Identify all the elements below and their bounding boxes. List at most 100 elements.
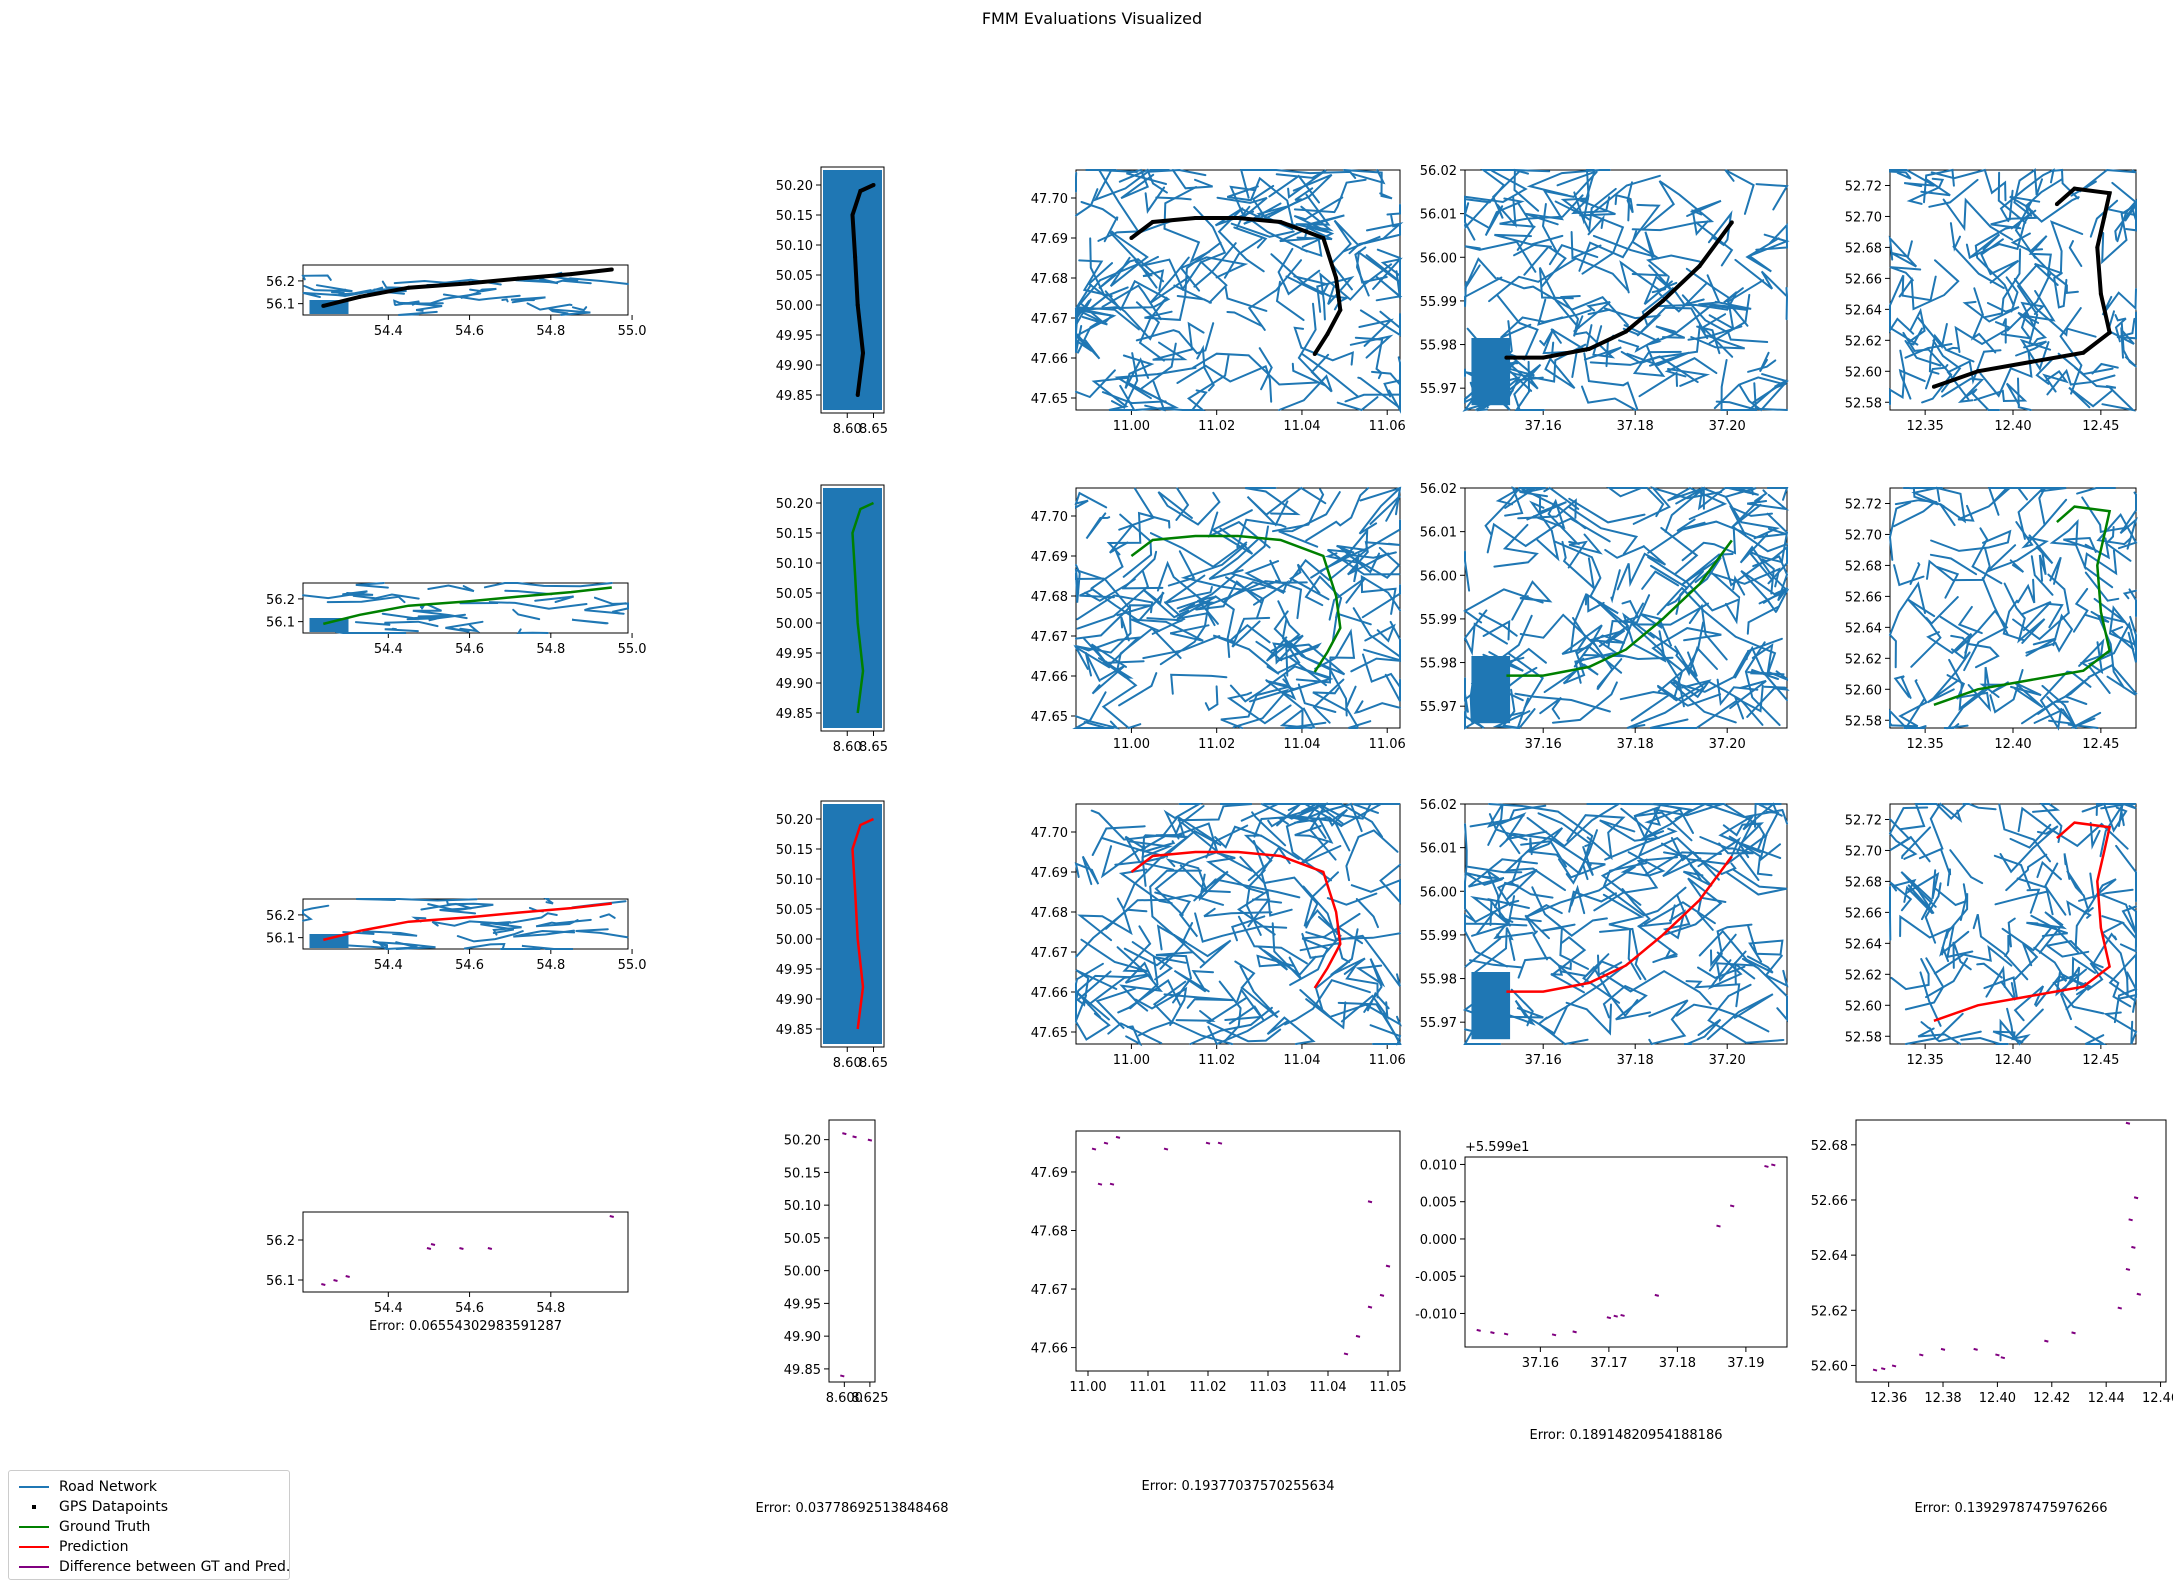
y-tick-label: -0.005: [1415, 1270, 1457, 1285]
road-segment: [1734, 258, 1788, 297]
road-segment: [1299, 841, 1342, 865]
road-segment: [543, 898, 554, 905]
road-segment: [1941, 377, 1985, 404]
road-segment: [427, 584, 475, 593]
road-segment: [1641, 570, 1680, 590]
difference-mark: [2071, 1331, 2076, 1335]
legend-label: Ground Truth: [59, 1519, 151, 1535]
road-segment: [1075, 309, 1114, 323]
road-segment: [1360, 574, 1401, 615]
difference-mark: [333, 1279, 338, 1282]
difference-mark: [1880, 1367, 1886, 1371]
road-segment: [2057, 352, 2114, 376]
road-network-swatch: [19, 1486, 49, 1488]
difference-mark: [1572, 1330, 1577, 1334]
difference-mark: [459, 1247, 464, 1250]
road-segment: [1232, 688, 1290, 729]
road-segment: [1179, 256, 1249, 292]
x-tick-label: 11.05: [1369, 1380, 1406, 1395]
y-tick-label: 55.99: [1420, 295, 1457, 310]
x-tick-label: 8.65: [859, 1056, 888, 1071]
road-segment: [599, 913, 616, 919]
road-segment: [2074, 1025, 2107, 1045]
road-network: [1074, 168, 1404, 414]
road-segment: [1246, 486, 1327, 527]
subplot-r4-c3: 11.00 11.01 11.02 11.03 11.04 11.05 47.66 47.67…: [1031, 1130, 1407, 1494]
axes-frame: [1075, 1130, 1401, 1372]
road-segment: [1157, 491, 1221, 526]
road-segment: [1173, 969, 1214, 993]
road-segment: [2000, 980, 2017, 1001]
road-segment: [1074, 491, 1108, 509]
difference-axes: 37.16 37.17 37.18 37.19 -0.010 -0.005 0.000 0.0…: [1415, 1156, 1788, 1371]
road-segment: [1386, 203, 1401, 216]
road-segment: [1152, 980, 1187, 1024]
x-tick-label: 11.06: [1369, 737, 1406, 752]
road-segment: [1287, 544, 1369, 585]
axes-frame: [1464, 1156, 1788, 1348]
road-segment: [1526, 803, 1623, 848]
y-tick-label: 56.02: [1420, 798, 1457, 813]
road-segment: [1138, 296, 1168, 362]
road-segment: [431, 920, 510, 927]
road-segment: [2074, 366, 2137, 412]
road-segment: [1620, 851, 1666, 877]
road-segment: [1164, 574, 1213, 604]
road-segment: [575, 928, 629, 939]
road-segment: [1686, 199, 1722, 217]
axes-frame: [820, 484, 885, 732]
difference-mark: [1729, 1204, 1735, 1208]
road-segment: [2066, 900, 2092, 919]
road-segment: [1310, 548, 1401, 579]
road-segment: [1933, 883, 1968, 907]
road-segment: [1690, 334, 1746, 350]
difference-mark: [1385, 1264, 1391, 1268]
road-segment: [1151, 601, 1186, 635]
road-segment: [1162, 354, 1230, 411]
road-segment: [1888, 501, 1912, 561]
road-segment: [1960, 1036, 2009, 1045]
y-tick-label: 49.90: [776, 359, 813, 374]
subplot-r2-c2: 8.608.65 49.85 49.90 49.95 50.00 50.05 50.10 50…: [776, 484, 888, 755]
road-segment: [1511, 580, 1553, 621]
road-segment: [1917, 317, 1948, 350]
road-segment: [1539, 328, 1578, 378]
legend-item-prediction: Prediction: [9, 1537, 289, 1557]
road-segment: [1904, 169, 1935, 188]
road-segment: [1492, 697, 1531, 730]
road-segment: [2101, 288, 2137, 316]
legend-item-gps-datapoints: GPS Datapoints: [9, 1497, 289, 1517]
road-segment: [2107, 310, 2135, 359]
road-segment: [2036, 860, 2062, 881]
road-segment: [442, 293, 521, 301]
road-segment: [1510, 988, 1534, 1027]
road-segment: [1556, 170, 1611, 215]
road-segment: [2089, 199, 2119, 238]
road-segment: [1271, 922, 1303, 980]
road-segment: [1965, 388, 2001, 411]
road-segment: [1478, 612, 1518, 637]
y-tick-label: 56.02: [1420, 482, 1457, 497]
road-segment: [1141, 817, 1186, 865]
road-segment: [1464, 871, 1503, 886]
road-segment: [1075, 908, 1148, 958]
ground-truth-path: [851, 501, 875, 714]
road-segment: [1207, 1010, 1280, 1046]
road-segment: [1214, 825, 1300, 860]
gps-point: [861, 351, 865, 355]
road-segment: [1180, 543, 1266, 592]
road-segment: [1942, 197, 2014, 241]
road-segment: [1893, 564, 1925, 587]
road-segment: [1109, 231, 1158, 289]
road-segment: [2117, 993, 2138, 1013]
road-segment: [1193, 206, 1227, 264]
subplot-r1-c4: 37.16 37.18 37.20 55.97 55.98 55.99 56.00 56.01…: [1420, 164, 1790, 434]
difference-mark: [1872, 1368, 1878, 1372]
road-segment: [1206, 996, 1282, 1043]
road-segment: [1170, 673, 1228, 695]
road-segment: [1328, 576, 1367, 621]
road-segment: [1926, 631, 1973, 655]
road-segment: [1277, 247, 1321, 296]
road-segment: [2033, 946, 2068, 1007]
road-segment: [1675, 1003, 1770, 1033]
